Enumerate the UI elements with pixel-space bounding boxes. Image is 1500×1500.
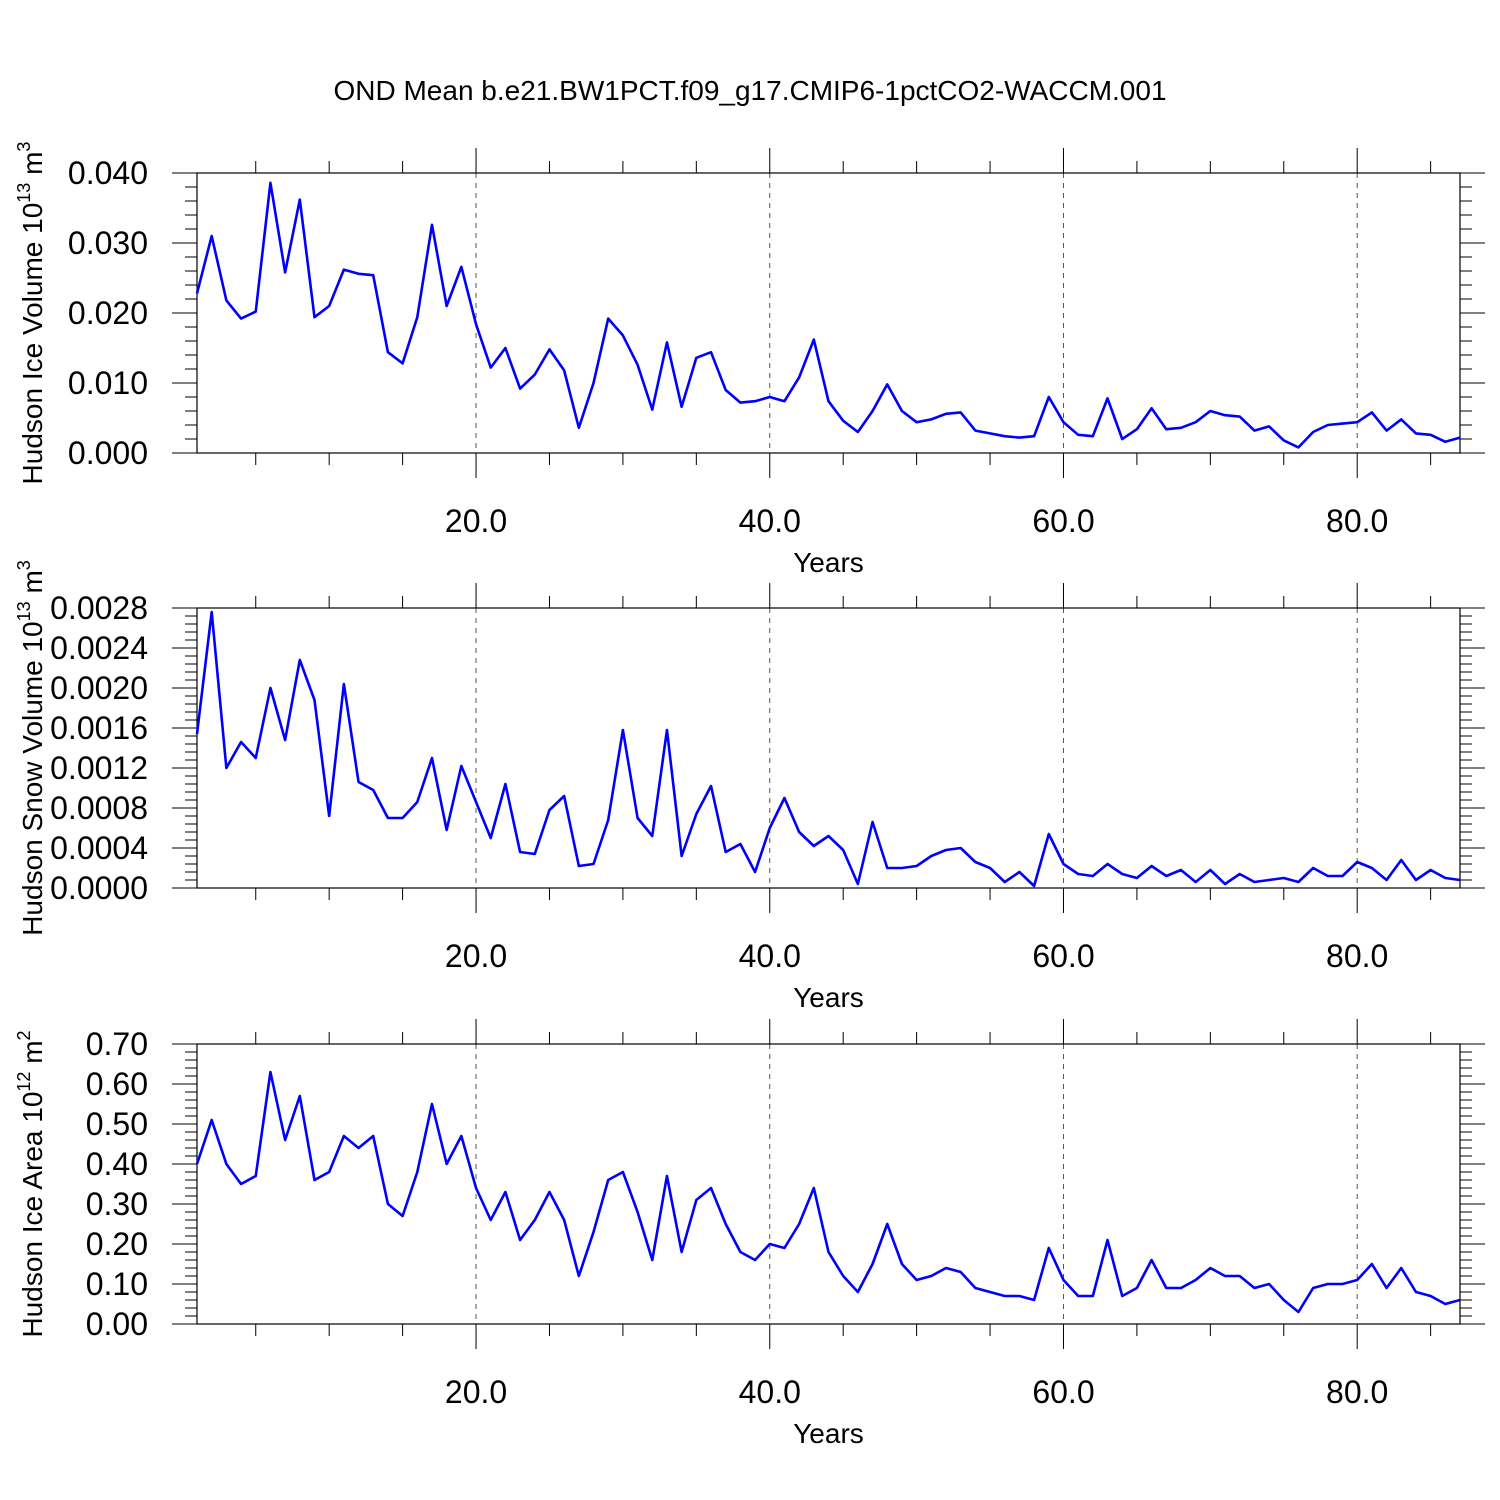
y-tick-label: 0.40 — [86, 1146, 148, 1182]
plot-frame — [196, 607, 1461, 889]
plot-frame — [196, 1043, 1461, 1325]
x-tick-label: 80.0 — [1326, 1374, 1388, 1410]
x-tick-label: 40.0 — [739, 1374, 801, 1410]
y-tick-label: 0.0028 — [50, 590, 148, 626]
y-axis-label: Hudson Snow Volume 1013 m3 — [14, 560, 48, 936]
y-tick-label: 0.20 — [86, 1226, 148, 1262]
y-tick-label: 0.0016 — [50, 710, 148, 746]
x-tick-label: 80.0 — [1326, 938, 1388, 974]
chart-title: OND Mean b.e21.BW1PCT.f09_g17.CMIP6-1pct… — [333, 75, 1166, 106]
y-axis-label: Hudson Ice Volume 1013 m3 — [14, 142, 48, 485]
y-tick-label: 0.0024 — [50, 630, 148, 666]
y-tick-label: 0.0012 — [50, 750, 148, 786]
y-tick-label: 0.030 — [68, 225, 148, 261]
y-tick-label: 0.10 — [86, 1266, 148, 1302]
x-tick-label: 20.0 — [445, 938, 507, 974]
y-tick-label: 0.70 — [86, 1026, 148, 1062]
x-tick-label: 60.0 — [1032, 938, 1094, 974]
x-axis-label: Years — [793, 1418, 864, 1449]
x-tick-label: 20.0 — [445, 1374, 507, 1410]
panel-1: 20.0 40.0 60.0 80.0 0.000 0.010 0.020 0.030 0.04… — [14, 142, 1485, 578]
series-line — [195, 610, 1461, 888]
x-tick-label: 40.0 — [739, 938, 801, 974]
panel-2: 20.0 40.0 60.0 80.0 0.0000 0.0004 0.0008 0.0012… — [14, 560, 1485, 1013]
y-tick-label: 0.010 — [68, 365, 148, 401]
series-line — [195, 181, 1461, 449]
x-axis-label: Years — [793, 982, 864, 1013]
y-tick-label: 0.00 — [86, 1306, 148, 1342]
y-tick-label: 0.0004 — [50, 830, 148, 866]
y-tick-label: 0.040 — [68, 155, 148, 191]
y-axis-label: Hudson Ice Area 1012 m2 — [14, 1030, 48, 1337]
y-tick-label: 0.0020 — [50, 670, 148, 706]
y-tick-label: 0.30 — [86, 1186, 148, 1222]
y-tick-label: 0.020 — [68, 295, 148, 331]
y-tick-label: 0.0000 — [50, 870, 148, 906]
x-axis-label: Years — [793, 547, 864, 578]
x-tick-label: 20.0 — [445, 503, 507, 539]
plot-frame — [196, 172, 1461, 454]
series-line — [195, 1070, 1461, 1314]
panel-3: 20.0 40.0 60.0 80.0 0.00 0.10 0.20 0.30 0.40 0.50… — [14, 1019, 1485, 1449]
x-tick-label: 60.0 — [1032, 503, 1094, 539]
y-tick-label: 0.000 — [68, 435, 148, 471]
y-tick-label: 0.60 — [86, 1066, 148, 1102]
y-tick-label: 0.0008 — [50, 790, 148, 826]
y-tick-label: 0.50 — [86, 1106, 148, 1142]
x-tick-label: 60.0 — [1032, 1374, 1094, 1410]
x-tick-label: 40.0 — [739, 503, 801, 539]
x-tick-label: 80.0 — [1326, 503, 1388, 539]
